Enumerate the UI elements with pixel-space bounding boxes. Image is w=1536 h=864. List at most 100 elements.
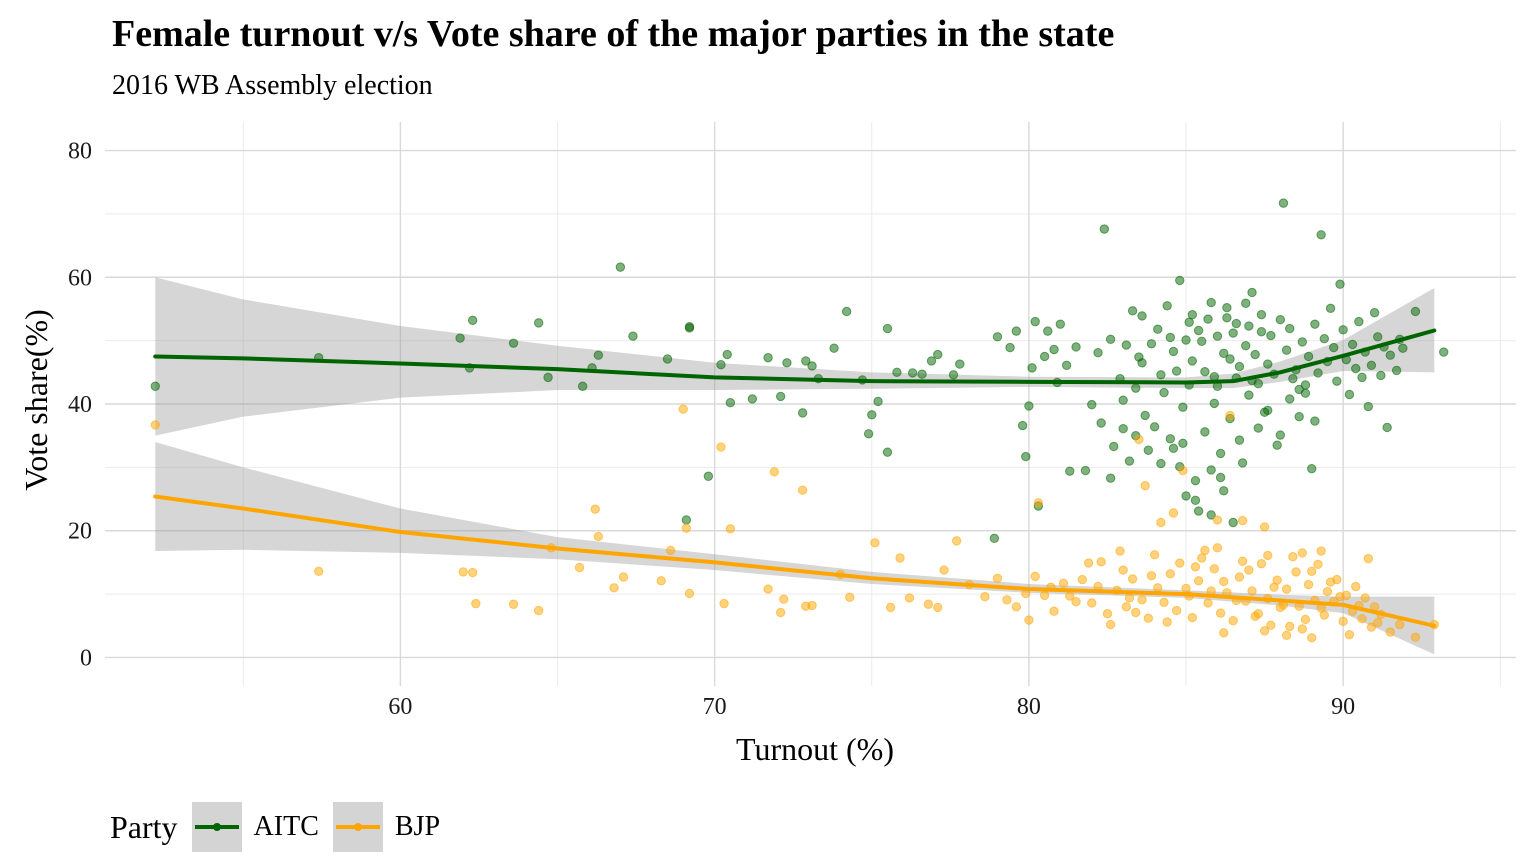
data-point-aitc (1357, 372, 1367, 383)
data-point-bjp (1247, 586, 1257, 596)
data-point-bjp (1253, 609, 1264, 619)
data-point-aitc (1206, 465, 1216, 475)
data-point-aitc (1307, 463, 1317, 474)
data-point-aitc (1099, 224, 1110, 234)
data-point-aitc (1137, 311, 1147, 321)
data-point-aitc (1209, 398, 1220, 409)
data-point-aitc (1250, 349, 1260, 360)
data-point-bjp (1303, 579, 1314, 590)
legend-title: Party (110, 808, 178, 845)
data-point-bjp (1373, 617, 1383, 628)
data-point-aitc (1193, 325, 1204, 336)
data-point-aitc (1030, 316, 1040, 327)
data-point-aitc (543, 372, 553, 383)
data-point-bjp (1219, 628, 1229, 638)
data-point-aitc (1143, 445, 1154, 455)
data-point-aitc (1215, 448, 1226, 459)
data-point-bjp (1319, 610, 1330, 620)
data-point-bjp (1149, 550, 1160, 560)
data-point-aitc (1319, 334, 1330, 344)
data-point-bjp (1162, 617, 1172, 627)
data-point-aitc (1162, 301, 1172, 311)
data-point-aitc (1228, 328, 1238, 338)
data-point-aitc (1039, 351, 1050, 362)
data-point-bjp (1344, 629, 1355, 640)
data-point-aitc (716, 360, 726, 370)
data-point-bjp (1134, 434, 1144, 445)
data-point-aitc (703, 471, 714, 481)
data-point-bjp (618, 572, 629, 582)
data-point-bjp (951, 536, 962, 546)
data-point-bjp (1190, 562, 1201, 572)
data-point-aitc (1200, 366, 1210, 377)
legend-dot-bjp (353, 823, 362, 831)
chart-title: Female turnout v/s Vote share of the maj… (112, 13, 1115, 55)
legend-item-bjp: BJP (332, 802, 440, 852)
data-point-bjp (1115, 546, 1125, 556)
data-point-aitc (1137, 358, 1147, 368)
data-point-bjp (150, 420, 160, 430)
data-point-aitc (1398, 343, 1408, 353)
data-point-bjp (1159, 597, 1169, 608)
data-point-bjp (1237, 515, 1248, 526)
chart-subtitle: 2016 WB Assembly election (112, 70, 433, 101)
data-point-aitc (882, 323, 893, 334)
data-point-aitc (455, 333, 465, 343)
data-point-aitc (1156, 370, 1166, 380)
data-point-bjp (1212, 543, 1223, 553)
data-point-aitc (662, 354, 673, 364)
data-point-aitc (1127, 306, 1138, 316)
data-point-aitc (882, 447, 893, 457)
data-point-bjp (1313, 559, 1323, 570)
data-point-bjp (1366, 622, 1377, 632)
data-point-aitc (1325, 303, 1336, 314)
data-point-bjp (1234, 572, 1245, 582)
data-point-aitc (1168, 346, 1179, 357)
data-point-aitc (1253, 423, 1264, 433)
data-point-aitc (873, 396, 883, 407)
data-point-bjp (1244, 565, 1254, 575)
data-point-bjp (1102, 609, 1113, 619)
data-point-aitc (1294, 411, 1304, 422)
data-point-bjp (769, 467, 780, 477)
data-point-bjp (1096, 557, 1106, 567)
data-point-aitc (989, 533, 1000, 544)
data-point-bjp (1197, 553, 1207, 563)
data-point-aitc (1118, 395, 1128, 405)
data-point-bjp (681, 523, 692, 533)
data-point-aitc (1080, 465, 1091, 476)
data-point-bjp (904, 593, 915, 603)
data-point-bjp (1011, 602, 1022, 612)
data-point-bjp (1143, 613, 1154, 623)
data-point-aitc (1149, 422, 1160, 432)
data-point-bjp (1105, 619, 1116, 630)
data-point-aitc (1366, 360, 1377, 371)
data-point-aitc (1181, 491, 1191, 501)
data-point-aitc (1310, 416, 1320, 426)
data-point-aitc (1165, 434, 1176, 444)
data-point-bjp (1131, 607, 1141, 618)
data-point-bjp (1187, 612, 1198, 623)
data-point-bjp (1285, 621, 1295, 632)
data-point-aitc (1165, 332, 1176, 343)
data-point-aitc (1011, 326, 1022, 336)
legend: Party AITC BJP (110, 802, 454, 852)
data-point-bjp (1178, 465, 1188, 476)
data-point-bjp (1307, 633, 1317, 643)
data-point-bjp (1266, 620, 1276, 630)
data-point-bjp (1049, 606, 1059, 616)
data-point-bjp (313, 566, 324, 576)
data-point-aitc (1338, 325, 1348, 335)
data-point-aitc (1222, 313, 1232, 323)
data-point-bjp (779, 594, 789, 604)
data-point-aitc (1376, 370, 1386, 381)
data-point-bjp (684, 588, 695, 599)
data-point-aitc (593, 350, 604, 360)
data-point-aitc (1146, 339, 1157, 349)
data-point-bjp (1209, 564, 1220, 574)
data-point-aitc (1263, 405, 1273, 416)
data-point-bjp (1259, 522, 1270, 532)
data-point-bjp (1322, 586, 1333, 597)
data-point-aitc (1171, 366, 1182, 376)
data-point-aitc (1241, 340, 1251, 351)
